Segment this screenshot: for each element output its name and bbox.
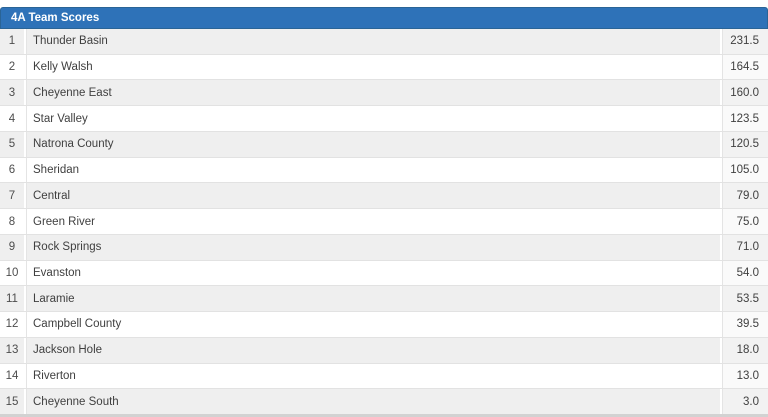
team-scores-table: 1 Thunder Basin 231.5 2 Kelly Walsh 164.… xyxy=(0,29,768,415)
rank-cell: 6 xyxy=(0,157,26,183)
score-cell: 105.0 xyxy=(722,157,768,183)
rank-cell: 1 xyxy=(0,29,26,54)
table-row: 15 Cheyenne South 3.0 xyxy=(0,389,768,415)
team-name-cell: Natrona County xyxy=(26,131,722,157)
team-name-cell: Laramie xyxy=(26,286,722,312)
rank-cell: 11 xyxy=(0,286,26,312)
team-name-cell: Evanston xyxy=(26,260,722,286)
table-bottom-border xyxy=(0,414,768,417)
rank-cell: 7 xyxy=(0,183,26,209)
team-name-cell: Cheyenne South xyxy=(26,389,722,415)
team-name-cell: Star Valley xyxy=(26,106,722,131)
score-cell: 75.0 xyxy=(722,209,768,234)
score-cell: 231.5 xyxy=(722,29,768,54)
team-name-cell: Thunder Basin xyxy=(26,29,722,54)
table-row: 9 Rock Springs 71.0 xyxy=(0,234,768,261)
table-row: 11 Laramie 53.5 xyxy=(0,286,768,313)
rank-cell: 15 xyxy=(0,389,26,415)
rank-cell: 4 xyxy=(0,106,26,131)
score-cell: 54.0 xyxy=(722,260,768,286)
rank-cell: 9 xyxy=(0,234,26,260)
score-cell: 120.5 xyxy=(722,131,768,157)
score-cell: 160.0 xyxy=(722,80,768,106)
score-cell: 164.5 xyxy=(722,54,768,80)
score-cell: 13.0 xyxy=(722,363,768,389)
table-row: 12 Campbell County 39.5 xyxy=(0,312,768,338)
table-row: 1 Thunder Basin 231.5 xyxy=(0,29,768,55)
team-name-cell: Kelly Walsh xyxy=(26,54,722,80)
rank-cell: 12 xyxy=(0,312,26,337)
score-cell: 18.0 xyxy=(722,337,768,363)
rank-cell: 3 xyxy=(0,80,26,106)
rank-cell: 10 xyxy=(0,260,26,286)
table-row: 14 Riverton 13.0 xyxy=(0,363,768,390)
table-row: 6 Sheridan 105.0 xyxy=(0,157,768,184)
table-row: 5 Natrona County 120.5 xyxy=(0,131,768,158)
score-cell: 123.5 xyxy=(722,106,768,131)
rank-cell: 8 xyxy=(0,209,26,234)
table-row: 13 Jackson Hole 18.0 xyxy=(0,337,768,364)
team-name-cell: Cheyenne East xyxy=(26,80,722,106)
table-row: 3 Cheyenne East 160.0 xyxy=(0,80,768,107)
rank-cell: 14 xyxy=(0,363,26,389)
table-row: 8 Green River 75.0 xyxy=(0,209,768,235)
table-row: 7 Central 79.0 xyxy=(0,183,768,210)
score-cell: 3.0 xyxy=(722,389,768,415)
score-cell: 53.5 xyxy=(722,286,768,312)
table-row: 10 Evanston 54.0 xyxy=(0,260,768,287)
team-name-cell: Sheridan xyxy=(26,157,722,183)
rank-cell: 5 xyxy=(0,131,26,157)
team-name-cell: Jackson Hole xyxy=(26,337,722,363)
rank-cell: 13 xyxy=(0,337,26,363)
rank-cell: 2 xyxy=(0,54,26,80)
team-name-cell: Central xyxy=(26,183,722,209)
score-cell: 71.0 xyxy=(722,234,768,260)
table-title: 4A Team Scores xyxy=(11,12,100,24)
team-name-cell: Riverton xyxy=(26,363,722,389)
table-row: 2 Kelly Walsh 164.5 xyxy=(0,54,768,81)
score-cell: 79.0 xyxy=(722,183,768,209)
table-header-bar: 4A Team Scores xyxy=(0,7,768,29)
score-cell: 39.5 xyxy=(722,312,768,337)
team-name-cell: Green River xyxy=(26,209,722,234)
table-row: 4 Star Valley 123.5 xyxy=(0,106,768,132)
team-name-cell: Campbell County xyxy=(26,312,722,337)
team-name-cell: Rock Springs xyxy=(26,234,722,260)
